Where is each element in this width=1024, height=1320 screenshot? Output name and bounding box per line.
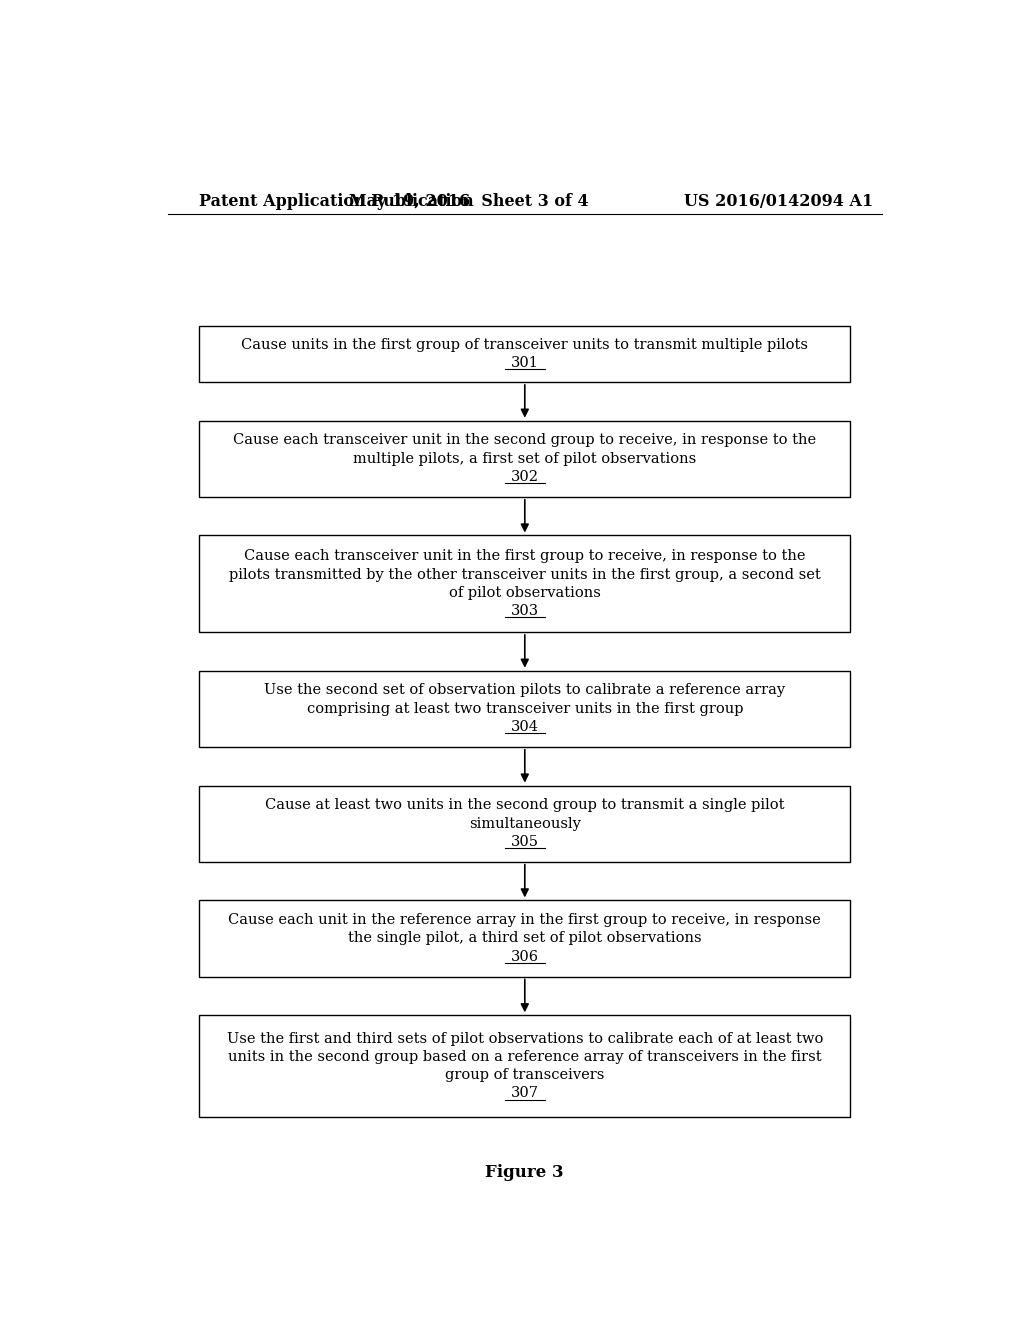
Text: multiple pilots, a first set of pilot observations: multiple pilots, a first set of pilot ob… bbox=[353, 451, 696, 466]
Text: Patent Application Publication: Patent Application Publication bbox=[200, 193, 474, 210]
Text: the single pilot, a third set of pilot observations: the single pilot, a third set of pilot o… bbox=[348, 932, 701, 945]
Bar bbox=[200, 671, 850, 747]
Bar bbox=[200, 421, 850, 496]
Text: Cause at least two units in the second group to transmit a single pilot: Cause at least two units in the second g… bbox=[265, 799, 784, 812]
Bar bbox=[200, 536, 850, 632]
Text: Cause each transceiver unit in the first group to receive, in response to the: Cause each transceiver unit in the first… bbox=[244, 549, 806, 564]
Text: US 2016/0142094 A1: US 2016/0142094 A1 bbox=[684, 193, 873, 210]
Text: May 19, 2016  Sheet 3 of 4: May 19, 2016 Sheet 3 of 4 bbox=[349, 193, 589, 210]
Text: Cause each transceiver unit in the second group to receive, in response to the: Cause each transceiver unit in the secon… bbox=[233, 433, 816, 447]
Text: Figure 3: Figure 3 bbox=[485, 1164, 564, 1181]
Text: 307: 307 bbox=[511, 1086, 539, 1101]
Bar bbox=[200, 1015, 850, 1117]
Text: 302: 302 bbox=[511, 470, 539, 484]
Text: Use the second set of observation pilots to calibrate a reference array: Use the second set of observation pilots… bbox=[264, 684, 785, 697]
Text: simultaneously: simultaneously bbox=[469, 817, 581, 830]
Text: comprising at least two transceiver units in the first group: comprising at least two transceiver unit… bbox=[306, 702, 743, 715]
Text: Use the first and third sets of pilot observations to calibrate each of at least: Use the first and third sets of pilot ob… bbox=[226, 1032, 823, 1045]
Text: 305: 305 bbox=[511, 836, 539, 849]
Text: Cause each unit in the reference array in the first group to receive, in respons: Cause each unit in the reference array i… bbox=[228, 913, 821, 927]
Text: units in the second group based on a reference array of transceivers in the firs: units in the second group based on a ref… bbox=[228, 1049, 821, 1064]
Text: 306: 306 bbox=[511, 950, 539, 964]
Bar bbox=[200, 900, 850, 977]
Bar bbox=[200, 326, 850, 381]
Text: pilots transmitted by the other transceiver units in the first group, a second s: pilots transmitted by the other transcei… bbox=[229, 568, 820, 582]
Text: of pilot observations: of pilot observations bbox=[449, 586, 601, 599]
Text: group of transceivers: group of transceivers bbox=[445, 1068, 604, 1082]
Text: 303: 303 bbox=[511, 605, 539, 618]
Text: 304: 304 bbox=[511, 721, 539, 734]
Bar bbox=[200, 785, 850, 862]
Text: 301: 301 bbox=[511, 356, 539, 370]
Text: Cause units in the first group of transceiver units to transmit multiple pilots: Cause units in the first group of transc… bbox=[242, 338, 808, 352]
